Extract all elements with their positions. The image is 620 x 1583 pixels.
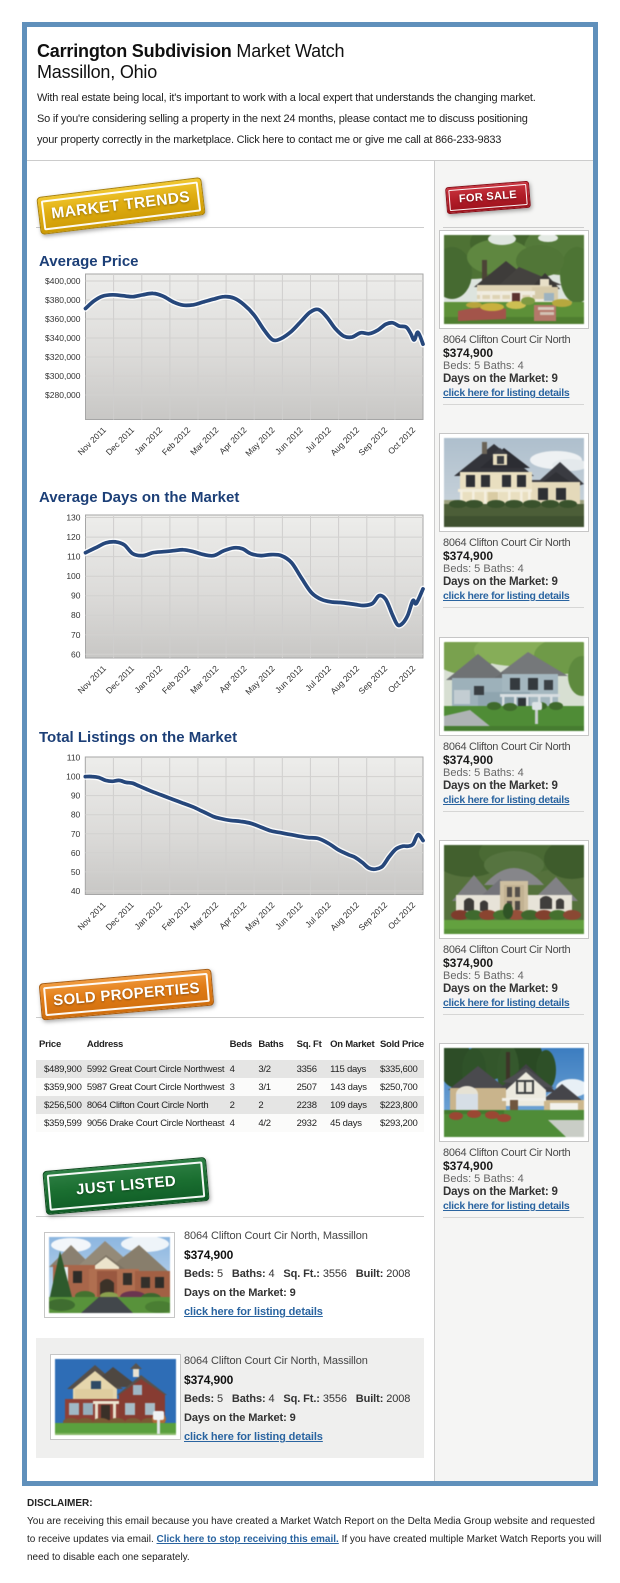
svg-text:80: 80 [71, 610, 81, 620]
svg-text:Aug 2012: Aug 2012 [328, 425, 361, 458]
svg-text:Mar 2012: Mar 2012 [188, 900, 221, 933]
svg-text:100: 100 [66, 571, 80, 581]
svg-text:90: 90 [71, 591, 81, 601]
svg-text:Nov 2011: Nov 2011 [76, 663, 109, 696]
svg-text:Oct 2012: Oct 2012 [386, 425, 418, 457]
svg-text:40: 40 [71, 886, 81, 896]
svg-text:$320,000: $320,000 [45, 352, 81, 362]
svg-text:Sep 2012: Sep 2012 [356, 900, 389, 933]
svg-text:Aug 2012: Aug 2012 [328, 663, 361, 696]
svg-text:May 2012: May 2012 [243, 900, 277, 934]
svg-text:Dec 2011: Dec 2011 [104, 425, 137, 458]
svg-text:$360,000: $360,000 [45, 314, 81, 324]
svg-text:$280,000: $280,000 [45, 390, 81, 400]
svg-text:Mar 2012: Mar 2012 [188, 663, 221, 696]
svg-text:Jun 2012: Jun 2012 [273, 425, 305, 457]
svg-text:Sep 2012: Sep 2012 [356, 425, 389, 458]
svg-text:Jan 2012: Jan 2012 [132, 425, 164, 457]
svg-text:110: 110 [67, 753, 81, 763]
svg-text:90: 90 [71, 791, 81, 801]
svg-text:May 2012: May 2012 [243, 425, 277, 459]
svg-text:Oct 2012: Oct 2012 [386, 900, 418, 932]
svg-text:Feb 2012: Feb 2012 [160, 900, 193, 933]
svg-text:$340,000: $340,000 [45, 333, 81, 343]
svg-text:$400,000: $400,000 [45, 276, 81, 286]
svg-text:Jan 2012: Jan 2012 [132, 900, 164, 932]
svg-text:$380,000: $380,000 [45, 295, 81, 305]
svg-text:60: 60 [71, 848, 81, 858]
svg-text:Jun 2012: Jun 2012 [273, 900, 305, 932]
svg-text:100: 100 [66, 772, 80, 782]
svg-text:Aug 2012: Aug 2012 [328, 900, 361, 933]
svg-text:Jan 2012: Jan 2012 [132, 663, 164, 695]
svg-text:130: 130 [66, 513, 80, 523]
svg-text:Nov 2011: Nov 2011 [76, 425, 109, 458]
svg-text:Oct 2012: Oct 2012 [386, 663, 418, 695]
svg-text:50: 50 [71, 867, 81, 877]
svg-text:120: 120 [66, 532, 80, 542]
svg-text:110: 110 [67, 552, 81, 562]
svg-text:80: 80 [71, 810, 81, 820]
svg-text:Dec 2011: Dec 2011 [104, 900, 137, 933]
svg-text:Dec 2011: Dec 2011 [104, 663, 137, 696]
svg-text:Sep 2012: Sep 2012 [356, 663, 389, 696]
svg-text:70: 70 [71, 630, 81, 640]
svg-text:60: 60 [71, 649, 81, 659]
svg-text:Jun 2012: Jun 2012 [273, 663, 305, 695]
svg-text:70: 70 [71, 829, 81, 839]
svg-text:$300,000: $300,000 [45, 371, 81, 381]
svg-text:Feb 2012: Feb 2012 [160, 425, 193, 458]
svg-text:May 2012: May 2012 [243, 663, 277, 697]
svg-text:Mar 2012: Mar 2012 [188, 425, 221, 458]
svg-text:Feb 2012: Feb 2012 [160, 663, 193, 696]
svg-text:Nov 2011: Nov 2011 [75, 900, 108, 933]
